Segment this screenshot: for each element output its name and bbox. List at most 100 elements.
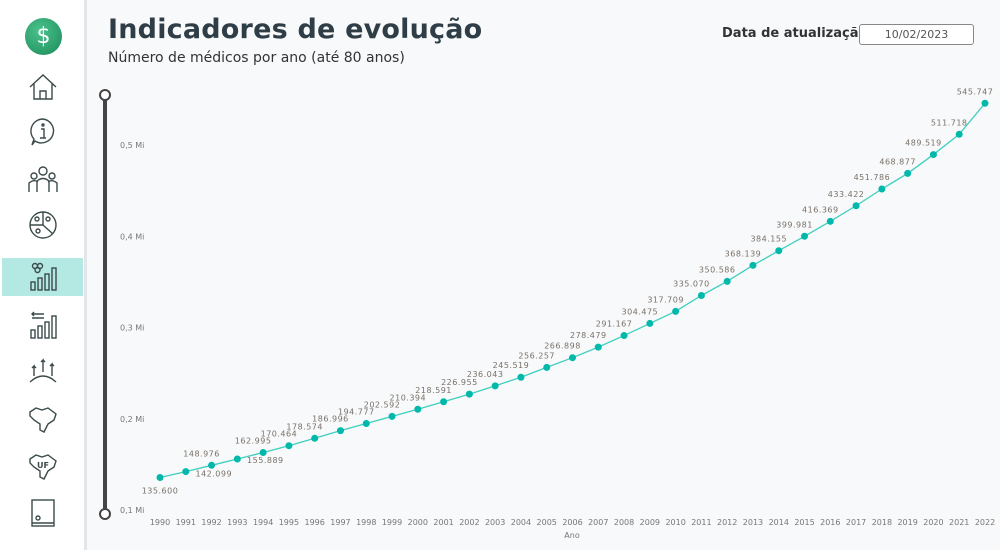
x-tick-label: 2022	[975, 518, 995, 527]
data-point	[465, 390, 473, 398]
data-label: 194.777	[338, 408, 375, 417]
data-label: 155.889	[247, 456, 284, 465]
data-point	[491, 382, 499, 390]
data-label: 468.877	[879, 157, 916, 166]
sidebar: $ UF	[0, 0, 87, 550]
data-point	[414, 405, 422, 413]
data-point	[749, 261, 757, 269]
data-point	[852, 202, 860, 210]
data-label: 178.574	[286, 422, 323, 431]
x-tick-label: 2016	[820, 518, 840, 527]
data-label: 545.747	[957, 87, 994, 96]
data-point	[620, 332, 628, 340]
x-tick-label: 2008	[614, 518, 634, 527]
data-label: 304.475	[622, 307, 659, 316]
x-tick-label: 2013	[743, 518, 763, 527]
y-tick-label: 0,5 Mi	[120, 141, 144, 150]
x-tick-label: 2007	[588, 518, 608, 527]
x-tick-label: 1991	[176, 518, 196, 527]
x-tick-label: 2009	[640, 518, 660, 527]
range-slider-handle-bottom[interactable]	[99, 508, 111, 520]
x-tick-label: 2002	[459, 518, 479, 527]
data-label: 416.369	[802, 205, 839, 214]
line-chart: 0,1 Mi 0,2 Mi 0,3 Mi 0,4 Mi 0,5 Mi 1990 1991 19…	[99, 87, 995, 540]
data-point	[904, 169, 912, 177]
data-point	[929, 151, 937, 159]
people-bar-chart-icon[interactable]	[2, 258, 83, 296]
data-point	[208, 461, 216, 469]
data-point	[336, 427, 344, 435]
x-tick-label: 1994	[253, 518, 273, 527]
data-label: 170.464	[261, 430, 298, 439]
brazil-uf-map-icon[interactable]: UF	[2, 447, 83, 485]
data-label: 245.519	[493, 361, 530, 370]
data-label: 335.070	[673, 279, 710, 288]
data-point	[311, 434, 319, 442]
data-point	[826, 217, 834, 225]
data-point	[569, 354, 576, 362]
svg-text:UF: UF	[37, 461, 49, 470]
data-point	[955, 130, 963, 138]
data-point	[878, 185, 886, 193]
x-tick-label: 1992	[201, 518, 221, 527]
data-label: 350.586	[699, 265, 736, 274]
data-point	[981, 99, 989, 107]
data-point	[775, 247, 783, 255]
x-axis-title: Ano	[564, 531, 580, 540]
data-point	[233, 455, 241, 463]
x-tick-label: 2011	[691, 518, 711, 527]
data-point	[156, 474, 164, 482]
x-tick-label: 2021	[949, 518, 969, 527]
data-label: 399.981	[776, 220, 813, 229]
x-tick-label: 1996	[305, 518, 325, 527]
x-tick-label: 1990	[150, 518, 170, 527]
data-point	[646, 319, 654, 327]
home-icon[interactable]	[2, 68, 83, 106]
x-tick-label: 1999	[382, 518, 402, 527]
x-tick-label: 2015	[794, 518, 814, 527]
x-tick-label: 2006	[562, 518, 582, 527]
data-label: 162.995	[235, 437, 272, 446]
x-tick-label: 1995	[279, 518, 299, 527]
x-tick-label: 2017	[846, 518, 866, 527]
y-tick-label: 0,4 Mi	[120, 232, 144, 241]
range-slider-handle-top[interactable]	[99, 89, 111, 101]
series-line	[159, 102, 986, 479]
data-label: 202.592	[364, 400, 401, 409]
data-point	[182, 468, 190, 476]
data-label: 142.099	[195, 470, 232, 479]
growth-arrows-icon[interactable]	[2, 352, 83, 390]
x-tick-label: 1993	[227, 518, 247, 527]
update-date-label: Data de atualização	[722, 26, 868, 41]
data-label: 186.996	[312, 415, 349, 424]
data-point	[594, 343, 602, 351]
data-label: 256.257	[518, 351, 555, 360]
transfer-bar-chart-icon[interactable]	[2, 306, 83, 344]
y-tick-label: 0,2 Mi	[120, 415, 144, 424]
brazil-map-icon[interactable]	[2, 400, 83, 438]
x-tick-label: 1997	[330, 518, 350, 527]
x-tick-label: 2020	[923, 518, 943, 527]
y-tick-label: 0,1 Mi	[120, 506, 144, 515]
data-point	[440, 398, 448, 406]
info-icon[interactable]	[2, 113, 83, 151]
data-label: 218.591	[415, 386, 452, 395]
data-label: 266.898	[544, 342, 581, 351]
data-label: 384.155	[750, 235, 787, 244]
data-label: 210.394	[390, 393, 427, 402]
data-label: 368.139	[725, 249, 762, 258]
caduceus-icon[interactable]: $	[25, 18, 62, 55]
book-icon[interactable]	[2, 494, 83, 532]
doctors-group-icon[interactable]	[2, 160, 83, 198]
data-label: 489.519	[905, 139, 942, 148]
data-label: 135.600	[142, 487, 179, 496]
data-point	[388, 412, 396, 420]
pie-people-icon[interactable]	[2, 206, 83, 244]
x-tick-label: 2000	[408, 518, 428, 527]
y-tick-label: 0,3 Mi	[120, 324, 144, 333]
data-label: 317.709	[647, 295, 684, 304]
data-label: 433.422	[828, 190, 865, 199]
data-point	[285, 442, 293, 450]
x-tick-label: 2001	[433, 518, 453, 527]
page-title: Indicadores de evolução	[108, 14, 483, 45]
